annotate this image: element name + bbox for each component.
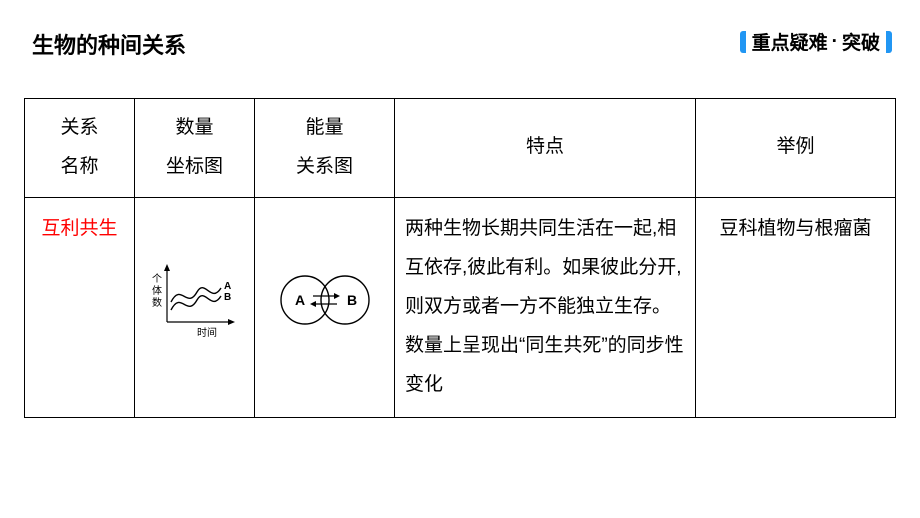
th-energy: 能量 关系图 <box>255 99 395 198</box>
ylab-2: 体 <box>152 285 162 297</box>
th-coord-l2: 坐标图 <box>143 148 246 187</box>
series-b-label: B <box>224 292 231 303</box>
th-energy-l2: 关系图 <box>263 148 386 187</box>
th-feature: 特点 <box>395 99 696 198</box>
ylab-3: 数 <box>152 296 162 309</box>
th-coord-l1: 数量 <box>143 109 246 148</box>
th-example: 举例 <box>696 99 896 198</box>
cell-name: 互利共生 <box>25 197 135 417</box>
section-badge: 重点疑难 · 突破 <box>740 28 892 55</box>
th-name: 关系 名称 <box>25 99 135 198</box>
cell-energy-chart: A B <box>255 197 395 417</box>
cell-feature: 两种生物长期共同生活在一起,相互依存,彼此有利。如果彼此分开,则双方或者一方不能… <box>395 197 696 417</box>
table-header-row: 关系 名称 数量 坐标图 能量 关系图 特点 举例 <box>25 99 896 198</box>
coord-chart-icon: 个 体 数 时间 A B <box>145 260 245 340</box>
relations-table: 关系 名称 数量 坐标图 能量 关系图 特点 举例 互 <box>24 98 896 418</box>
cell-example: 豆科植物与根瘤菌 <box>696 197 896 417</box>
relation-name: 互利共生 <box>41 218 117 239</box>
energy-chart-icon: A B <box>265 265 385 335</box>
th-coord: 数量 坐标图 <box>135 99 255 198</box>
badge-right-text: 突破 <box>842 28 880 55</box>
th-name-l1: 关系 <box>33 109 126 148</box>
page-title: 生物的种间关系 <box>32 28 186 60</box>
series-a-label: A <box>224 281 231 292</box>
badge-sep: · <box>832 31 838 53</box>
table-row: 互利共生 个 体 数 时间 <box>25 197 896 417</box>
energy-b-label: B <box>347 292 357 308</box>
th-energy-l1: 能量 <box>263 109 386 148</box>
cell-coord-chart: 个 体 数 时间 A B <box>135 197 255 417</box>
ylab-1: 个 <box>152 273 162 285</box>
xlab: 时间 <box>197 326 217 339</box>
header-row: 生物的种间关系 重点疑难 · 突破 <box>24 28 896 60</box>
badge-bar-right-icon <box>886 31 892 53</box>
badge-bar-left-icon <box>740 31 746 53</box>
energy-a-label: A <box>295 292 305 308</box>
th-name-l2: 名称 <box>33 148 126 187</box>
badge-left-text: 重点疑难 <box>752 28 828 55</box>
